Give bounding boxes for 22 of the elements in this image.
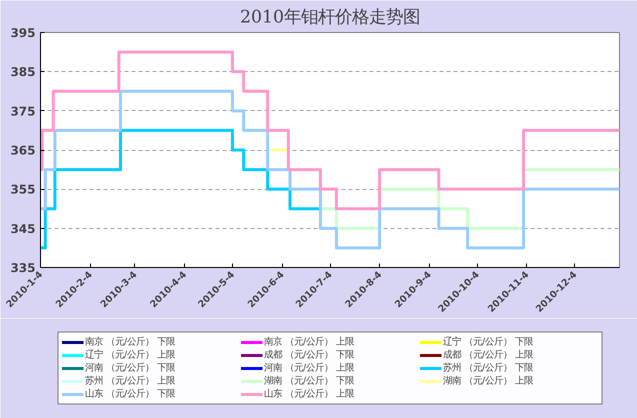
legend-label: 河南 （元/公斤） 下限 [85,362,176,374]
legend-label: 湖南 （元/公斤） 上限 [443,374,534,388]
y-tick-label: 385 [10,65,36,80]
chart-title: 2010年钼杆价格走势图 [240,8,420,28]
y-tick-label: 395 [10,26,36,40]
y-tick-label: 365 [10,144,36,158]
legend-label: 南京 （元/公斤） 下限 [85,336,176,348]
legend-label: 苏州 （元/公斤） 下限 [443,362,534,374]
legend-label: 山东 （元/公斤） 下限 [85,388,176,400]
y-tick-label: 375 [10,104,36,118]
legend-label: 山东 （元/公斤） 上限 [264,388,356,400]
y-tick-label: 355 [10,182,36,197]
legend-label: 辽宁 （元/公斤） 上限 [85,348,176,362]
legend-label: 苏州 （元/公斤） 上限 [85,374,176,388]
legend-label: 湖南 （元/公斤） 下限 [264,374,356,388]
legend-label: 南京 （元/公斤） 上限 [264,336,356,348]
legend-label: 成都 （元/公斤） 上限 [443,348,534,362]
legend-label: 河南 （元/公斤） 上限 [264,362,356,374]
y-tick-label: 345 [10,222,36,236]
legend-label: 辽宁 （元/公斤） 下限 [443,336,534,348]
legend-label: 成都 （元/公斤） 下限 [264,348,356,362]
y-tick-label: 335 [10,261,36,275]
